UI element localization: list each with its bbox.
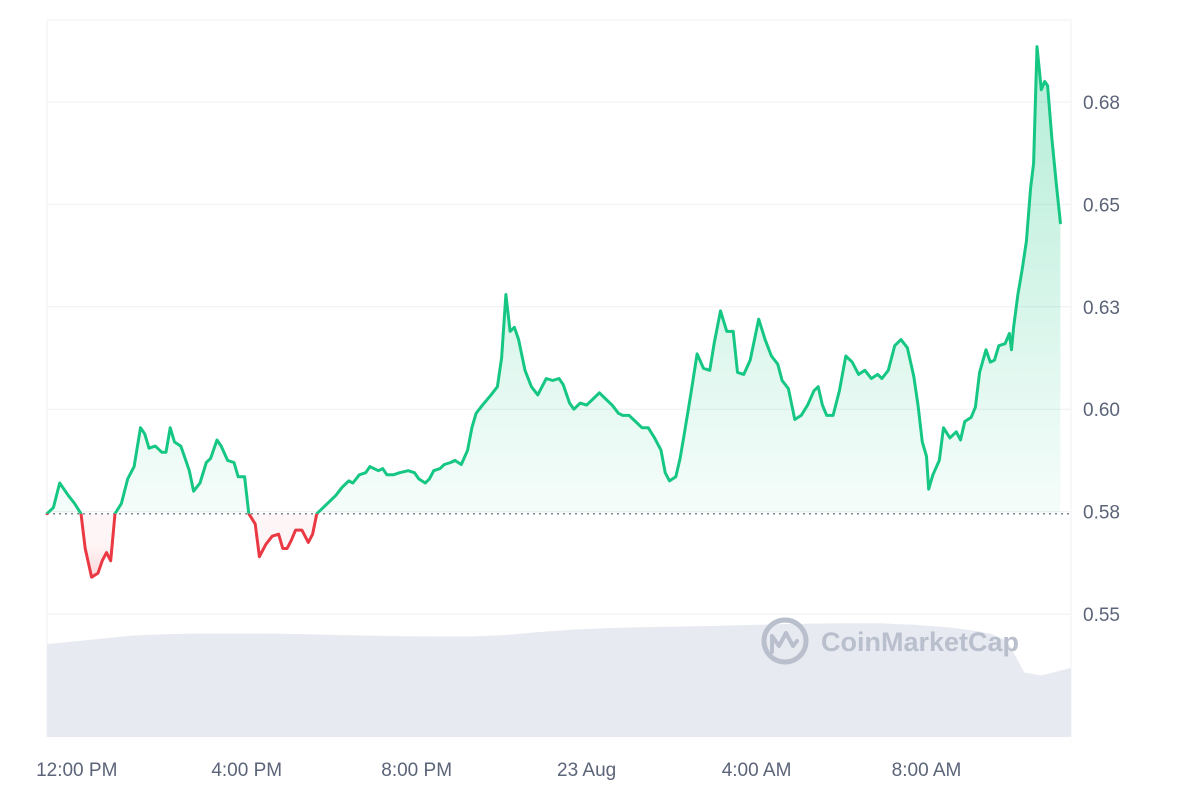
line-above-baseline [45,45,1062,514]
x-tick-label: 4:00 PM [211,760,282,781]
price-line [45,45,1062,579]
x-tick-label: 4:00 AM [722,760,792,781]
y-tick-label: 0.60 [1083,400,1120,421]
y-axis: 0.55 0.58 0.60 0.63 0.65 0.68 [1083,93,1120,626]
y-tick-label: 0.68 [1083,93,1120,114]
x-tick-label: 12:00 PM [36,760,117,781]
y-tick-label: 0.65 [1083,195,1120,216]
coinmarketcap-logo-icon [761,617,809,665]
y-tick-label: 0.55 [1083,605,1120,626]
price-area [47,46,1061,578]
x-tick-label: 23 Aug [557,760,616,781]
x-tick-label: 8:00 AM [892,760,962,781]
x-tick-label: 8:00 PM [381,760,452,781]
watermark-text: CoinMarketCap [821,627,1019,657]
area-above-baseline [47,46,1061,514]
y-tick-label: 0.63 [1083,298,1120,319]
y-tick-label: 0.58 [1083,503,1120,524]
coinmarketcap-watermark: CoinMarketCap [761,617,1019,665]
volume-bars [47,623,1071,737]
x-axis: 12:00 PM 4:00 PM 8:00 PM 23 Aug 4:00 AM 8:00 … [36,760,961,781]
volume-area [47,623,1071,737]
